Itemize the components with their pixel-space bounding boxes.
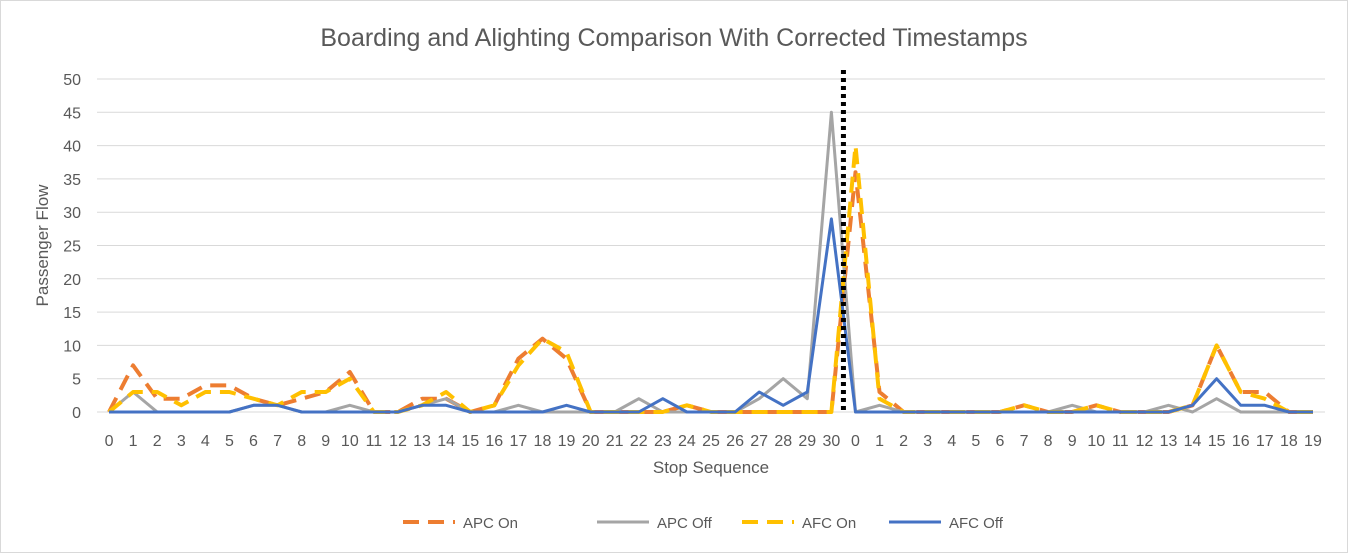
legend-label: AFC Off [949, 515, 1004, 532]
x-tick-label: 8 [1044, 433, 1053, 450]
x-tick-label: 10 [341, 433, 359, 450]
x-tick-label: 6 [995, 433, 1004, 450]
x-tick-label: 13 [1160, 433, 1178, 450]
data-series [107, 110, 1313, 414]
y-tick-label: 45 [63, 105, 81, 122]
y-tick-label: 25 [63, 239, 81, 256]
chart-title: Boarding and Alighting Comparison With C… [320, 24, 1027, 52]
legend-label: APC On [463, 515, 518, 532]
series-line-apc-off [108, 110, 1313, 414]
x-tick-label: 17 [1256, 433, 1274, 450]
y-tick-label: 50 [63, 72, 81, 89]
y-tick-label: 10 [63, 338, 81, 355]
y-tick-label: 0 [72, 405, 81, 422]
x-tick-label: 2 [153, 433, 162, 450]
x-tick-label: 27 [750, 433, 768, 450]
x-tick-label: 13 [413, 433, 431, 450]
x-tick-label: 11 [366, 433, 383, 450]
x-tick-label: 28 [774, 433, 792, 450]
x-tick-label: 18 [1280, 433, 1298, 450]
y-tick-labels: 0 5 10 15 20 25 30 35 40 45 50 [63, 72, 81, 422]
x-tick-label: 11 [1112, 433, 1129, 450]
x-tick-label: 19 [558, 433, 576, 450]
x-tick-label: 22 [630, 433, 648, 450]
x-tick-label: 1 [875, 433, 884, 450]
y-tick-label: 40 [63, 139, 81, 156]
x-tick-label: 10 [1087, 433, 1105, 450]
x-tick-label: 7 [273, 433, 282, 450]
x-tick-label: 9 [1068, 433, 1077, 450]
x-tick-label: 8 [297, 433, 306, 450]
x-tick-label: 29 [798, 433, 816, 450]
y-axis-title: Passenger Flow [33, 184, 52, 307]
y-tick-label: 15 [63, 305, 81, 322]
legend-label: AFC On [802, 515, 856, 532]
x-tick-label: 4 [947, 433, 956, 450]
x-tick-label: 2 [899, 433, 908, 450]
x-tick-label: 30 [822, 433, 840, 450]
x-tick-label: 12 [1136, 433, 1154, 450]
x-tick-label: 6 [249, 433, 258, 450]
series-line-apc-on [107, 170, 1313, 414]
x-tick-label: 14 [437, 433, 455, 450]
x-tick-label: 25 [702, 433, 720, 450]
x-tick-label: 4 [201, 433, 210, 450]
legend-label: APC Off [657, 515, 713, 532]
grid-lines [97, 78, 1325, 413]
x-tick-label: 24 [678, 433, 696, 450]
x-tick-label: 17 [509, 433, 527, 450]
x-tick-label: 3 [177, 433, 186, 450]
x-tick-label: 19 [1304, 433, 1322, 450]
x-tick-label: 26 [726, 433, 744, 450]
x-tick-label: 20 [582, 433, 600, 450]
x-tick-label: 15 [461, 433, 479, 450]
x-tick-label: 18 [534, 433, 552, 450]
y-tick-label: 30 [63, 205, 81, 222]
x-axis-title: Stop Sequence [653, 458, 769, 477]
legend: APC On APC Off AFC On AFC Off [403, 515, 1004, 532]
x-tick-label: 16 [485, 433, 503, 450]
x-tick-label: 21 [606, 433, 624, 450]
series-line-afc-off [109, 217, 1313, 414]
x-tick-label: 23 [654, 433, 672, 450]
x-tick-label: 1 [129, 433, 138, 450]
x-tick-label: 0 [105, 433, 114, 450]
x-tick-label: 16 [1232, 433, 1250, 450]
y-tick-label: 35 [63, 172, 81, 189]
x-tick-label: 7 [1020, 433, 1029, 450]
x-tick-label: 0 [851, 433, 860, 450]
y-tick-label: 20 [63, 272, 81, 289]
x-tick-label: 5 [971, 433, 980, 450]
y-tick-label: 5 [72, 372, 81, 389]
x-tick-label: 12 [389, 433, 407, 450]
x-tick-label: 3 [923, 433, 932, 450]
x-tick-label: 14 [1184, 433, 1202, 450]
x-tick-label: 5 [225, 433, 234, 450]
x-tick-labels: 0 1 2 3 4 5 6 7 8 9 10 11 12 13 14 15 16 17 18 19 20 21 22 23 24… [105, 433, 1322, 450]
x-tick-label: 9 [321, 433, 330, 450]
x-tick-label: 15 [1208, 433, 1226, 450]
